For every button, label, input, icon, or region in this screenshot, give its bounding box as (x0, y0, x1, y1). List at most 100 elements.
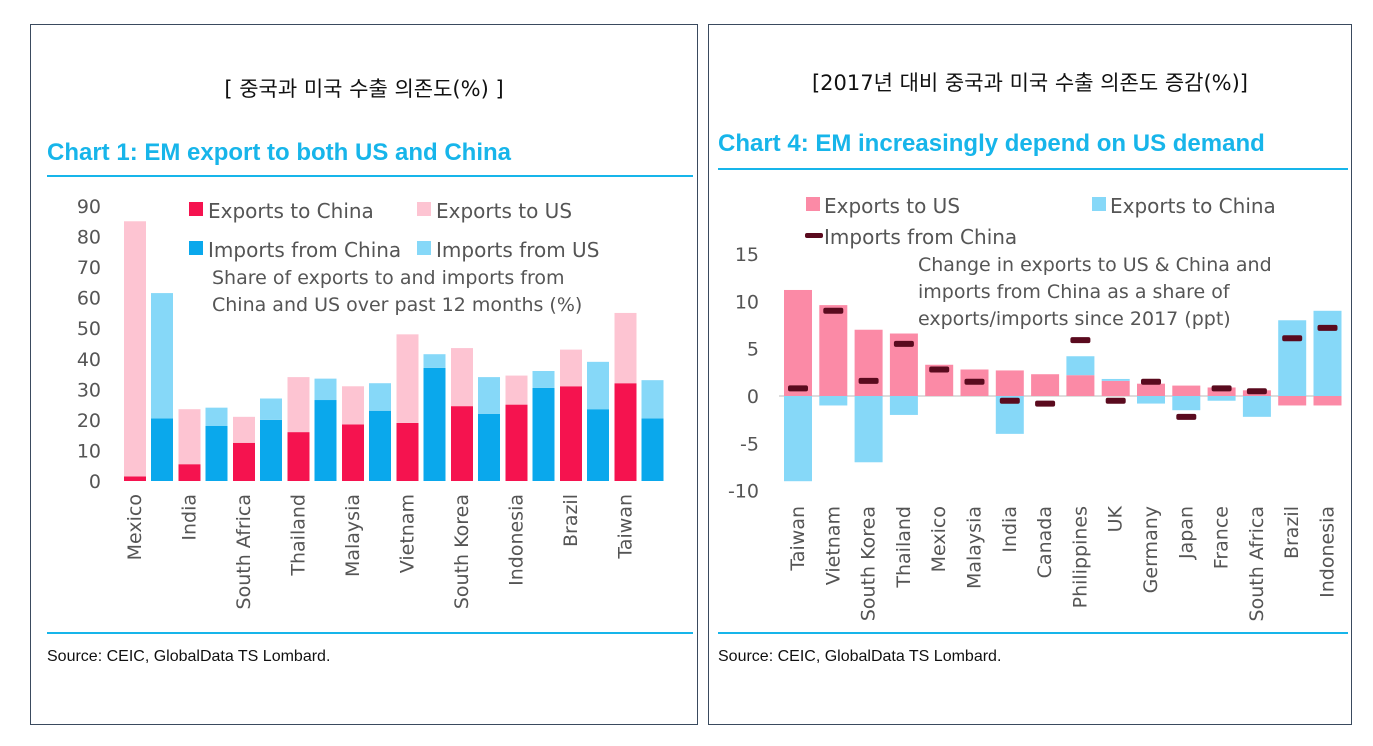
left-source-note: Source: CEIC, GlobalData TS Lombard. (47, 648, 331, 665)
bar-exports-us-india (178, 409, 201, 465)
bar-imports-china-south-africa (260, 419, 282, 481)
right-title-rule (718, 168, 1348, 170)
bar-imports-us-south-korea (478, 377, 500, 414)
bar-exports-china-germany (1137, 396, 1165, 404)
category-label-indonesia: Indonesia (1317, 506, 1339, 598)
left-chart-panel: [ 중국과 미국 수출 의존도(%) ] Chart 1: EM export … (30, 24, 698, 725)
bar-exports-china-uk (1101, 378, 1130, 381)
bar-exports-china-france (1207, 396, 1236, 401)
bar-exports-china-taiwan (614, 383, 637, 481)
legend-swatch-imports-china (805, 233, 823, 238)
marker-imports-china-thailand (893, 340, 914, 347)
category-label-vietnam: Vietnam (397, 494, 419, 573)
legend-label-imports-us: Imports from US (436, 238, 599, 262)
category-label-japan: Japan (1175, 506, 1197, 560)
marker-imports-china-brazil (1282, 335, 1303, 342)
bar-exports-china-south-africa (1242, 396, 1271, 417)
bar-exports-china-south-africa (233, 442, 255, 481)
y-tick-label: 0 (89, 471, 101, 493)
bar-imports-us-south-africa (260, 398, 282, 420)
bar-exports-china-philippines (1066, 356, 1095, 376)
bar-exports-china-mexico (124, 476, 146, 481)
category-label-vietnam: Vietnam (822, 506, 844, 585)
y-tick-label: 20 (77, 410, 101, 432)
marker-imports-china-uk (1105, 397, 1126, 404)
left-chart-title: Chart 1: EM export to both US and China (47, 139, 512, 166)
y-tick-label: 15 (735, 244, 759, 266)
bar-exports-us-canada (1031, 374, 1060, 396)
category-label-south-korea: South Korea (858, 506, 880, 621)
marker-imports-china-vietnam (823, 307, 844, 314)
bar-imports-china-taiwan (641, 418, 664, 481)
bar-imports-china-india (205, 426, 228, 481)
category-label-mexico: Mexico (928, 506, 950, 572)
bar-imports-us-mexico (151, 293, 173, 419)
y-tick-label: -5 (740, 433, 759, 455)
bar-imports-china-thailand (314, 400, 337, 481)
legend-swatch-exports-china (1092, 197, 1106, 211)
bar-imports-china-vietnam (423, 367, 446, 481)
bar-imports-us-malaysia (369, 383, 391, 411)
marker-imports-china-germany (1141, 378, 1161, 385)
legend-label-exports-china: Exports to China (208, 199, 374, 223)
y-tick-label: 80 (77, 227, 101, 249)
bar-exports-china-thailand (287, 432, 310, 481)
right-source-note: Source: CEIC, GlobalData TS Lombard. (718, 648, 1002, 665)
category-label-malaysia: Malaysia (964, 506, 986, 589)
bar-imports-us-brazil (587, 361, 609, 410)
bar-exports-us-france (1207, 387, 1236, 396)
marker-imports-china-india (999, 397, 1020, 404)
marker-imports-china-taiwan (788, 385, 808, 392)
category-label-canada: Canada (1034, 506, 1056, 578)
bar-exports-us-south-korea (451, 348, 473, 407)
category-label-india: India (999, 506, 1021, 553)
marker-imports-china-canada (1035, 400, 1056, 407)
bar-imports-china-indonesia (532, 387, 555, 481)
marker-imports-china-japan (1176, 413, 1197, 420)
bar-imports-us-taiwan (641, 380, 664, 419)
left-footer-rule (47, 632, 693, 634)
marker-imports-china-indonesia (1317, 324, 1338, 331)
bar-exports-china-thailand (889, 396, 918, 415)
bar-exports-us-vietnam (396, 334, 419, 423)
legend-swatch-imports-china (189, 241, 203, 255)
category-label-brazil: Brazil (560, 494, 582, 547)
bar-exports-china-south-korea (854, 396, 883, 463)
right-korean-title: [2017년 대비 중국과 미국 수출 의존도 증감(%)] (811, 71, 1249, 95)
bar-imports-china-south-korea (478, 413, 500, 481)
y-tick-label: 90 (77, 196, 101, 218)
left-title-rule (47, 175, 693, 177)
category-label-thailand: Thailand (893, 506, 915, 589)
category-label-south-africa: South Africa (1246, 506, 1268, 621)
legend-label-exports-us: Exports to US (436, 199, 572, 223)
legend-label-exports-china: Exports to China (1110, 194, 1276, 218)
right-chart-svg: 15 10 5 0 -5 -10 Taiwan Vietnam South Korea Thai… (728, 194, 1342, 621)
y-tick-label: 10 (77, 440, 101, 462)
left-korean-title: [ 중국과 미국 수출 의존도(%) ] (224, 77, 504, 101)
category-label-taiwan: Taiwan (615, 494, 637, 560)
bar-exports-china-japan (1172, 396, 1201, 411)
bar-exports-us-taiwan (784, 289, 812, 396)
legend-swatch-exports-us (417, 202, 431, 216)
bar-exports-us-india (995, 370, 1024, 396)
bar-exports-us-south-africa (233, 416, 255, 443)
right-annotation-line-3: exports/imports since 2017 (ppt) (918, 308, 1231, 330)
bar-exports-us-uk (1101, 380, 1130, 396)
bar-exports-us-thailand (287, 377, 310, 433)
bar-exports-china-south-korea (451, 406, 473, 481)
y-tick-label: 60 (77, 288, 101, 310)
bar-exports-us-brazil (560, 349, 582, 387)
bar-exports-us-japan (1172, 385, 1201, 396)
bar-exports-china-brazil (1278, 320, 1307, 396)
y-tick-label: 40 (77, 349, 101, 371)
y-tick-label: 0 (747, 386, 759, 408)
right-chart-title: Chart 4: EM increasingly depend on US de… (718, 130, 1265, 157)
category-label-south-africa: South Africa (233, 494, 255, 609)
marker-imports-china-malaysia (964, 378, 985, 385)
marker-imports-china-philippines (1070, 337, 1091, 344)
y-tick-label: 30 (77, 379, 101, 401)
y-tick-label: 50 (77, 318, 101, 340)
category-label-taiwan: Taiwan (787, 506, 809, 572)
category-label-mexico: Mexico (124, 494, 146, 560)
bar-exports-china-malaysia (342, 424, 364, 481)
